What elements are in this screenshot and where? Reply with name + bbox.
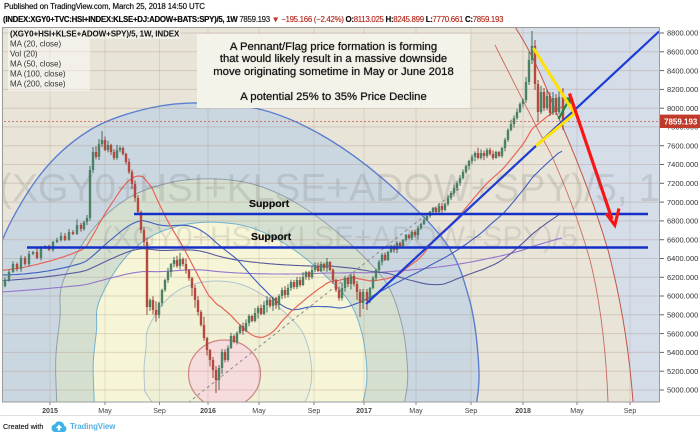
- svg-text:Sep: Sep: [465, 407, 478, 415]
- svg-text:(XGY0+HSI+KLSE+ADOW+SPY)/5, 1W: (XGY0+HSI+KLSE+ADOW+SPY)/5, 1W: [0, 167, 697, 210]
- svg-text:8600.000: 8600.000: [667, 48, 698, 57]
- svg-text:Sep: Sep: [624, 407, 637, 415]
- svg-text:6600.000: 6600.000: [667, 235, 698, 244]
- svg-text:Sep: Sep: [308, 407, 321, 415]
- svg-text:5200.000: 5200.000: [667, 367, 698, 376]
- svg-text:2018: 2018: [515, 407, 531, 415]
- svg-text:5800.000: 5800.000: [667, 311, 698, 320]
- svg-text:2017: 2017: [356, 407, 372, 415]
- svg-text:5000.000: 5000.000: [667, 386, 698, 395]
- svg-text:(XGY0+HSI+KLSE+ADOW+SPY)/5: (XGY0+HSI+KLSE+ADOW+SPY)/5: [102, 221, 577, 254]
- svg-text:6200.000: 6200.000: [667, 273, 698, 282]
- svg-text:5400.000: 5400.000: [667, 348, 698, 357]
- svg-text:6000.000: 6000.000: [667, 292, 698, 301]
- svg-text:2016: 2016: [200, 407, 216, 415]
- svg-text:7600.000: 7600.000: [667, 141, 698, 150]
- svg-text:7200.000: 7200.000: [667, 179, 698, 188]
- svg-text:May: May: [98, 407, 112, 415]
- svg-text:MA (200, close): MA (200, close): [10, 80, 66, 89]
- svg-text:8000.000: 8000.000: [667, 104, 698, 113]
- svg-text:MA (50, close): MA (50, close): [10, 60, 61, 69]
- svg-text:6800.000: 6800.000: [667, 217, 698, 226]
- svg-text:MA (100, close): MA (100, close): [10, 70, 66, 79]
- svg-text:May: May: [409, 407, 423, 415]
- svg-text:(XGY0+HSI+KLSE+ADOW+SPY)/5, 1W: (XGY0+HSI+KLSE+ADOW+SPY)/5, 1W, INDEX: [10, 30, 180, 39]
- svg-text:6400.000: 6400.000: [667, 254, 698, 263]
- svg-text:Sep: Sep: [153, 407, 166, 415]
- svg-text:8800.000: 8800.000: [667, 29, 698, 38]
- svg-text:7400.000: 7400.000: [667, 160, 698, 169]
- svg-text:2015: 2015: [42, 407, 58, 415]
- svg-text:7000.000: 7000.000: [667, 198, 698, 207]
- svg-text:May: May: [570, 407, 584, 415]
- svg-text:Vol (20): Vol (20): [10, 50, 38, 59]
- svg-text:8200.000: 8200.000: [667, 85, 698, 94]
- svg-text:5600.000: 5600.000: [667, 329, 698, 338]
- svg-text:MA (20, close): MA (20, close): [10, 40, 61, 49]
- svg-text:7859.193: 7859.193: [664, 117, 698, 126]
- svg-text:May: May: [252, 407, 266, 415]
- svg-text:8400.000: 8400.000: [667, 66, 698, 75]
